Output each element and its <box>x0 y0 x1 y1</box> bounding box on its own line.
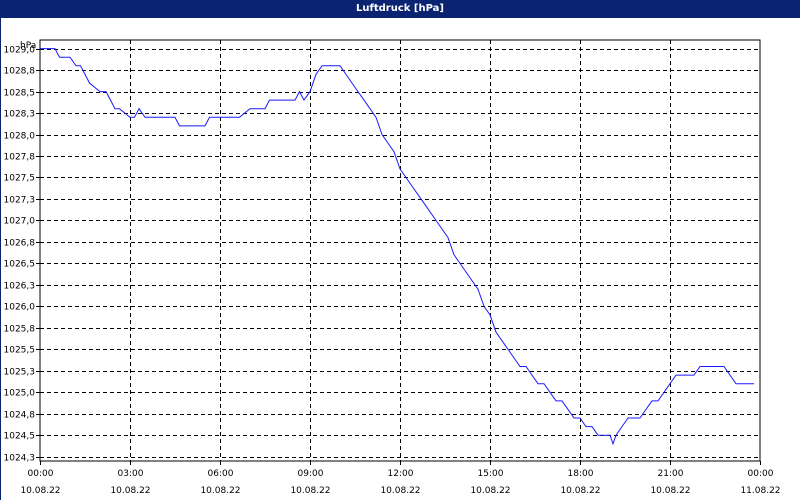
x-tick-time-label: 00:00 <box>748 469 774 479</box>
y-tick-label: 1024,8 <box>4 411 36 421</box>
x-tick-time-label: 09:00 <box>298 469 324 479</box>
y-tick-label: 1027,8 <box>4 153 36 163</box>
y-tick-label: 1025,5 <box>4 346 36 356</box>
x-tick-time-label: 18:00 <box>568 469 594 479</box>
y-tick-label: 1026,8 <box>4 239 36 249</box>
x-tick-date-label: 10.08.22 <box>560 486 600 496</box>
window-border <box>0 18 1 500</box>
y-tick-label: 1027,3 <box>4 196 36 206</box>
y-tick-label: 1028,8 <box>4 67 36 77</box>
chart-title: Luftdruck [hPa] <box>0 0 800 18</box>
y-tick-label: 1026,5 <box>4 260 36 270</box>
pressure-series-line <box>40 48 754 446</box>
x-tick-time-label: 06:00 <box>208 469 234 479</box>
y-tick-label: 1026,0 <box>4 303 36 313</box>
x-tick-time-label: 00:00 <box>28 469 54 479</box>
x-tick-time-label: 12:00 <box>388 469 414 479</box>
y-tick-label: 1027,0 <box>4 217 36 227</box>
x-tick-date-label: 10.08.22 <box>200 486 240 496</box>
y-tick-label: 1025,3 <box>4 368 36 378</box>
y-tick-label: 1025,8 <box>4 325 36 335</box>
x-tick-time-label: 15:00 <box>478 469 504 479</box>
x-tick-date-label: 10.08.22 <box>470 486 510 496</box>
x-tick-date-label: 10.08.22 <box>290 486 330 496</box>
y-axis-unit-label: hPa <box>20 41 36 51</box>
y-tick-label: 1028,0 <box>4 132 36 142</box>
y-tick-label: 1025,0 <box>4 389 36 399</box>
y-tick-label: 1027,5 <box>4 174 36 184</box>
x-tick-date-label: 11.08.22 <box>740 486 780 496</box>
x-tick-date-label: 10.08.22 <box>20 486 60 496</box>
y-tick-label: 1024,5 <box>4 432 36 442</box>
x-tick-date-label: 10.08.22 <box>650 486 690 496</box>
x-tick-time-label: 03:00 <box>118 469 144 479</box>
x-tick-date-label: 10.08.22 <box>110 486 150 496</box>
y-tick-label: 1028,5 <box>4 89 36 99</box>
x-tick-date-label: 10.08.22 <box>380 486 420 496</box>
y-tick-label: 1026,3 <box>4 282 36 292</box>
y-tick-label: 1024,3 <box>4 454 36 464</box>
y-tick-label: 1029,0 <box>4 46 36 56</box>
x-tick-time-label: 21:00 <box>658 469 684 479</box>
y-tick-label: 1028,3 <box>4 110 36 120</box>
